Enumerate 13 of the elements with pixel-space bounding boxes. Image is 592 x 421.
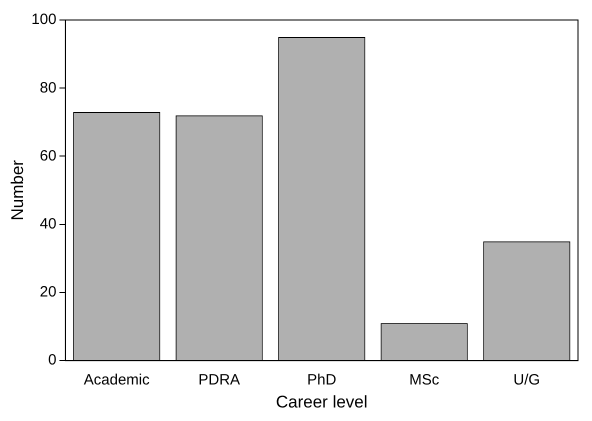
- x-tick-label: MSc: [409, 372, 440, 389]
- y-tick-label: 80: [40, 79, 56, 96]
- x-tick-label: U/G: [513, 372, 540, 389]
- y-axis-title: Number: [8, 160, 27, 221]
- y-tick-label: 40: [40, 216, 56, 232]
- x-tick-label: PhD: [307, 372, 336, 389]
- x-axis-title: Career level: [276, 392, 368, 412]
- y-tick-label: 60: [40, 147, 56, 164]
- x-tick-label: PDRA: [198, 372, 240, 389]
- y-tick-label: 0: [48, 352, 56, 369]
- x-tick-label: Academic: [84, 372, 150, 389]
- y-tick-label: 100: [31, 11, 56, 28]
- y-tick-label: 20: [40, 284, 56, 301]
